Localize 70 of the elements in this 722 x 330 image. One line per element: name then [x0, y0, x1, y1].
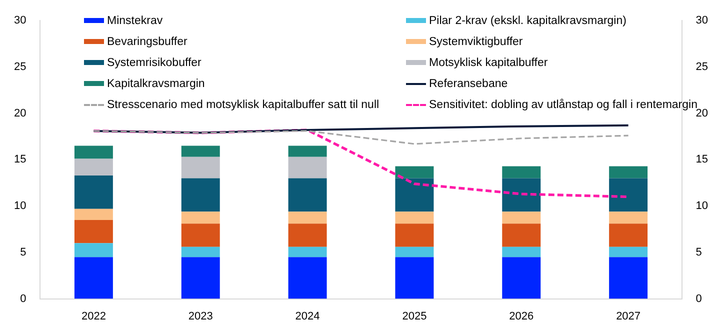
bar: [181, 156, 220, 178]
y-tick-label: 5: [20, 246, 26, 258]
x-tick-label: 2022: [81, 310, 106, 322]
y-tick-label: 25: [14, 61, 26, 73]
bar: [181, 246, 220, 258]
bar: [288, 257, 327, 299]
bar: [288, 156, 327, 178]
bar: [395, 224, 434, 247]
y2-tick-label: 10: [696, 200, 708, 212]
bar: [288, 146, 327, 157]
bar: [181, 146, 220, 157]
bar: [74, 146, 113, 159]
bar: [502, 246, 541, 258]
bar: [74, 175, 113, 209]
bar: [74, 158, 113, 176]
y2-tick-label: 20: [696, 107, 708, 120]
y-tick-label: 20: [14, 107, 26, 120]
bar: [609, 166, 648, 178]
y2-tick-label: 30: [696, 14, 708, 27]
bar: [181, 212, 220, 224]
legend-label: Motsyklisk kapitalbuffer: [429, 56, 548, 68]
bar: [502, 178, 541, 212]
y-tick-label: 0: [20, 292, 26, 305]
legend-label: Systemviktigbuffer: [429, 36, 523, 48]
bar: [609, 257, 648, 299]
bar: [395, 178, 434, 212]
x-tick-label: 2026: [509, 310, 534, 322]
bar: [502, 166, 541, 178]
legend-label: Stresscenario med motsyklisk kapitalbuffer satt til null: [107, 98, 380, 110]
bar: [395, 257, 434, 299]
y-tick-label: 10: [14, 200, 26, 212]
bar: [74, 243, 113, 258]
y2-tick-label: 0: [696, 292, 702, 305]
bar: [74, 208, 113, 220]
bar: [395, 212, 434, 224]
bar: [609, 246, 648, 258]
bar: [609, 178, 648, 212]
legend-label: Kapitalkravsmargin: [107, 78, 205, 90]
x-tick-label: 2025: [402, 310, 427, 322]
bar: [395, 246, 434, 258]
bar: [502, 257, 541, 299]
bar: [288, 178, 327, 212]
bar: [288, 212, 327, 224]
bar: [609, 224, 648, 247]
y2-tick-label: 5: [696, 246, 702, 258]
bar: [74, 257, 113, 299]
legend-label: Bevaringsbuffer: [107, 36, 188, 48]
legend-label: Sensitivitet: dobling av utlånstap og fall i rentemargin: [429, 98, 698, 110]
x-tick-label: 2023: [188, 310, 213, 322]
bar: [74, 220, 113, 244]
y-tick-label: 30: [14, 14, 26, 27]
legend-label: Systemrisikobuffer: [107, 56, 202, 68]
y2-tick-label: 15: [696, 154, 708, 166]
bar: [395, 166, 434, 178]
bar: [181, 257, 220, 299]
legend-label: Referansebane: [429, 78, 508, 90]
bar: [288, 224, 327, 247]
line-series: [92, 130, 630, 145]
y-tick-label: 15: [14, 154, 26, 166]
y2-tick-label: 25: [696, 61, 708, 73]
bar: [288, 246, 327, 258]
bar: [502, 212, 541, 224]
bar: [609, 212, 648, 224]
legend-label: Pilar 2-krav (ekskl. kapitalkravsmargin): [429, 14, 626, 26]
bar: [181, 224, 220, 247]
x-tick-label: 2027: [616, 310, 641, 322]
legend-label: Minstekrav: [107, 14, 163, 26]
bar: [181, 178, 220, 212]
bar: [502, 224, 541, 247]
x-tick-label: 2024: [295, 310, 320, 322]
